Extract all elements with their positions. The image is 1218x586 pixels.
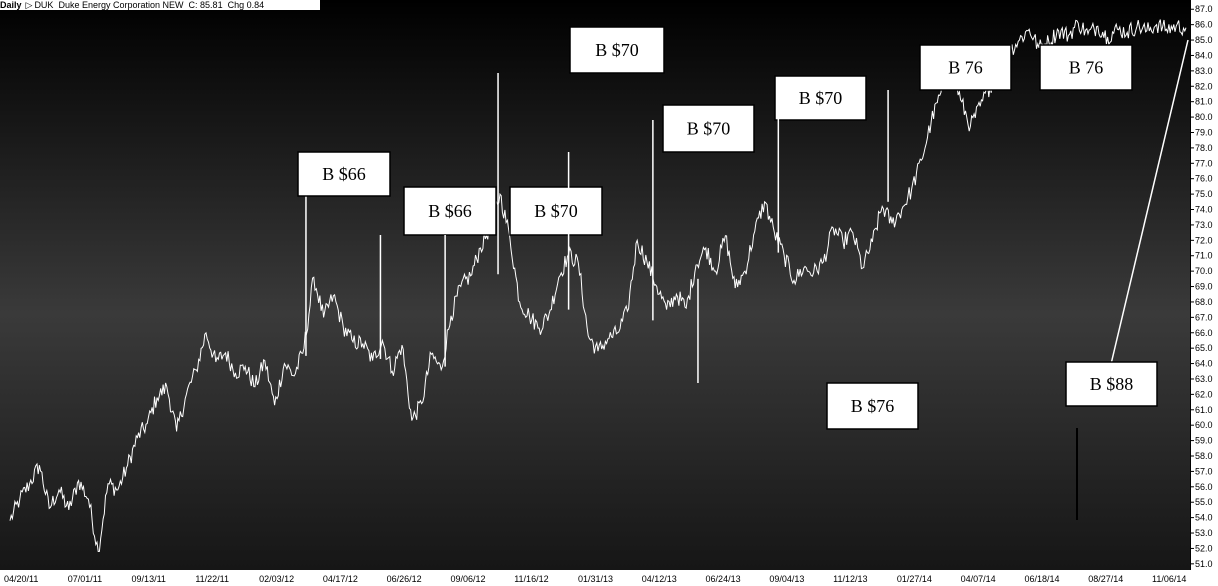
y-tick-label: 85.0 — [1195, 35, 1213, 45]
y-tick-label: 53.0 — [1195, 528, 1213, 538]
callout-label: B 76 — [948, 58, 983, 78]
play-icon: ▷ — [25, 0, 33, 10]
callout-box — [1039, 44, 1133, 91]
y-tick-label: 81.0 — [1195, 97, 1213, 107]
y-tick-label: 83.0 — [1195, 66, 1213, 76]
buy-annotations: B $66 B $66 B $70 B $70 B $70 B $70 B $76 B 76 B… — [297, 26, 1189, 520]
callout-box — [1065, 361, 1158, 407]
x-tick-label: 08/27/14 — [1088, 574, 1123, 584]
y-tick-label: 70.0 — [1195, 266, 1213, 276]
y-tick-label: 79.0 — [1195, 127, 1213, 137]
callout-box — [826, 382, 919, 430]
y-tick-label: 69.0 — [1195, 282, 1213, 292]
y-tick-label: 75.0 — [1195, 189, 1213, 199]
callout-box — [569, 26, 665, 74]
y-tick-label: 52.0 — [1195, 543, 1213, 553]
y-tick-label: 54.0 — [1195, 513, 1213, 523]
x-tick-label: 11/16/12 — [514, 574, 548, 584]
y-axis: 51.0 52.0 53.0 54.0 55.0 56.0 57.0 58.0 59.0 60.0… — [1190, 4, 1213, 569]
change-value: Chg 0.84 — [227, 0, 265, 10]
y-tick-label: 65.0 — [1195, 343, 1213, 353]
y-tick-label: 73.0 — [1195, 220, 1213, 230]
x-tick-label: 09/13/11 — [132, 574, 166, 584]
close-value: C: 85.81 — [188, 0, 223, 10]
y-tick-label: 78.0 — [1195, 143, 1213, 153]
x-tick-label: 01/31/13 — [578, 574, 613, 584]
callout-box — [297, 151, 391, 197]
y-tick-label: 60.0 — [1195, 420, 1213, 430]
y-tick-label: 67.0 — [1195, 312, 1213, 322]
y-tick-label: 57.0 — [1195, 466, 1213, 476]
x-tick-label: 09/04/13 — [769, 574, 804, 584]
y-tick-label: 71.0 — [1195, 251, 1213, 261]
callout-label: B $70 — [595, 40, 639, 60]
x-tick-label: 04/07/14 — [961, 574, 996, 584]
callout-label: B $70 — [687, 119, 731, 139]
callout-box — [774, 75, 867, 121]
x-tick-label: 09/06/12 — [450, 574, 485, 584]
y-tick-label: 80.0 — [1195, 112, 1213, 122]
x-tick-label: 06/24/13 — [706, 574, 741, 584]
y-tick-label: 87.0 — [1195, 4, 1213, 14]
x-tick-label: 04/17/12 — [323, 574, 358, 584]
callout-label: B $70 — [534, 201, 578, 221]
y-tick-label: 72.0 — [1195, 235, 1213, 245]
y-tick-label: 62.0 — [1195, 389, 1213, 399]
callout-label: B $66 — [322, 164, 366, 184]
ticker-symbol: DUK — [34, 0, 54, 10]
price-line — [362, 192, 736, 421]
price-line — [734, 19, 1187, 289]
price-line — [9, 276, 364, 553]
x-tick-label: 01/27/14 — [897, 574, 932, 584]
y-tick-label: 51.0 — [1195, 559, 1213, 569]
period-label: Daily — [0, 0, 22, 10]
y-tick-label: 76.0 — [1195, 174, 1213, 184]
y-tick-label: 55.0 — [1195, 497, 1213, 507]
y-tick-label: 77.0 — [1195, 158, 1213, 168]
callout-label: B $70 — [799, 88, 843, 108]
callout-box — [919, 44, 1012, 91]
y-tick-label: 56.0 — [1195, 482, 1213, 492]
price-series — [9, 19, 1187, 553]
callout-label: B $76 — [851, 396, 895, 416]
y-tick-label: 64.0 — [1195, 359, 1213, 369]
callout-label: B 76 — [1069, 58, 1104, 78]
y-tick-label: 82.0 — [1195, 81, 1213, 91]
callout-box — [403, 186, 497, 236]
y-tick-label: 74.0 — [1195, 205, 1213, 215]
x-tick-label: 11/12/13 — [833, 574, 867, 584]
callout-label: B $66 — [428, 201, 472, 221]
x-tick-label: 11/22/11 — [195, 574, 229, 584]
x-tick-label: 11/06/14 — [1152, 574, 1186, 584]
y-tick-label: 84.0 — [1195, 50, 1213, 60]
callout-leader — [1110, 39, 1189, 363]
x-tick-label: 04/12/13 — [642, 574, 677, 584]
chart-header: Daily ▷ DUK Duke Energy Corporation NEW C:… — [0, 0, 320, 10]
y-tick-label: 66.0 — [1195, 328, 1213, 338]
y-tick-label: 59.0 — [1195, 436, 1213, 446]
x-tick-label: 06/18/14 — [1024, 574, 1059, 584]
x-tick-label: 06/26/12 — [387, 574, 422, 584]
y-tick-label: 61.0 — [1195, 405, 1213, 415]
y-tick-label: 58.0 — [1195, 451, 1213, 461]
callout-box — [662, 104, 755, 153]
callout-label: B $88 — [1090, 374, 1134, 394]
company-name: Duke Energy Corporation NEW — [58, 0, 184, 10]
x-axis: 04/20/11 07/01/11 09/13/11 11/22/11 02/03/12… — [4, 574, 1186, 584]
plot-area — [0, 0, 1190, 570]
callout-box — [509, 186, 603, 236]
y-tick-label: 68.0 — [1195, 297, 1213, 307]
y-tick-label: 86.0 — [1195, 20, 1213, 30]
y-tick-label: 63.0 — [1195, 374, 1213, 384]
x-tick-label: 04/20/11 — [4, 574, 38, 584]
x-tick-label: 07/01/11 — [68, 574, 102, 584]
x-tick-label: 02/03/12 — [259, 574, 294, 584]
